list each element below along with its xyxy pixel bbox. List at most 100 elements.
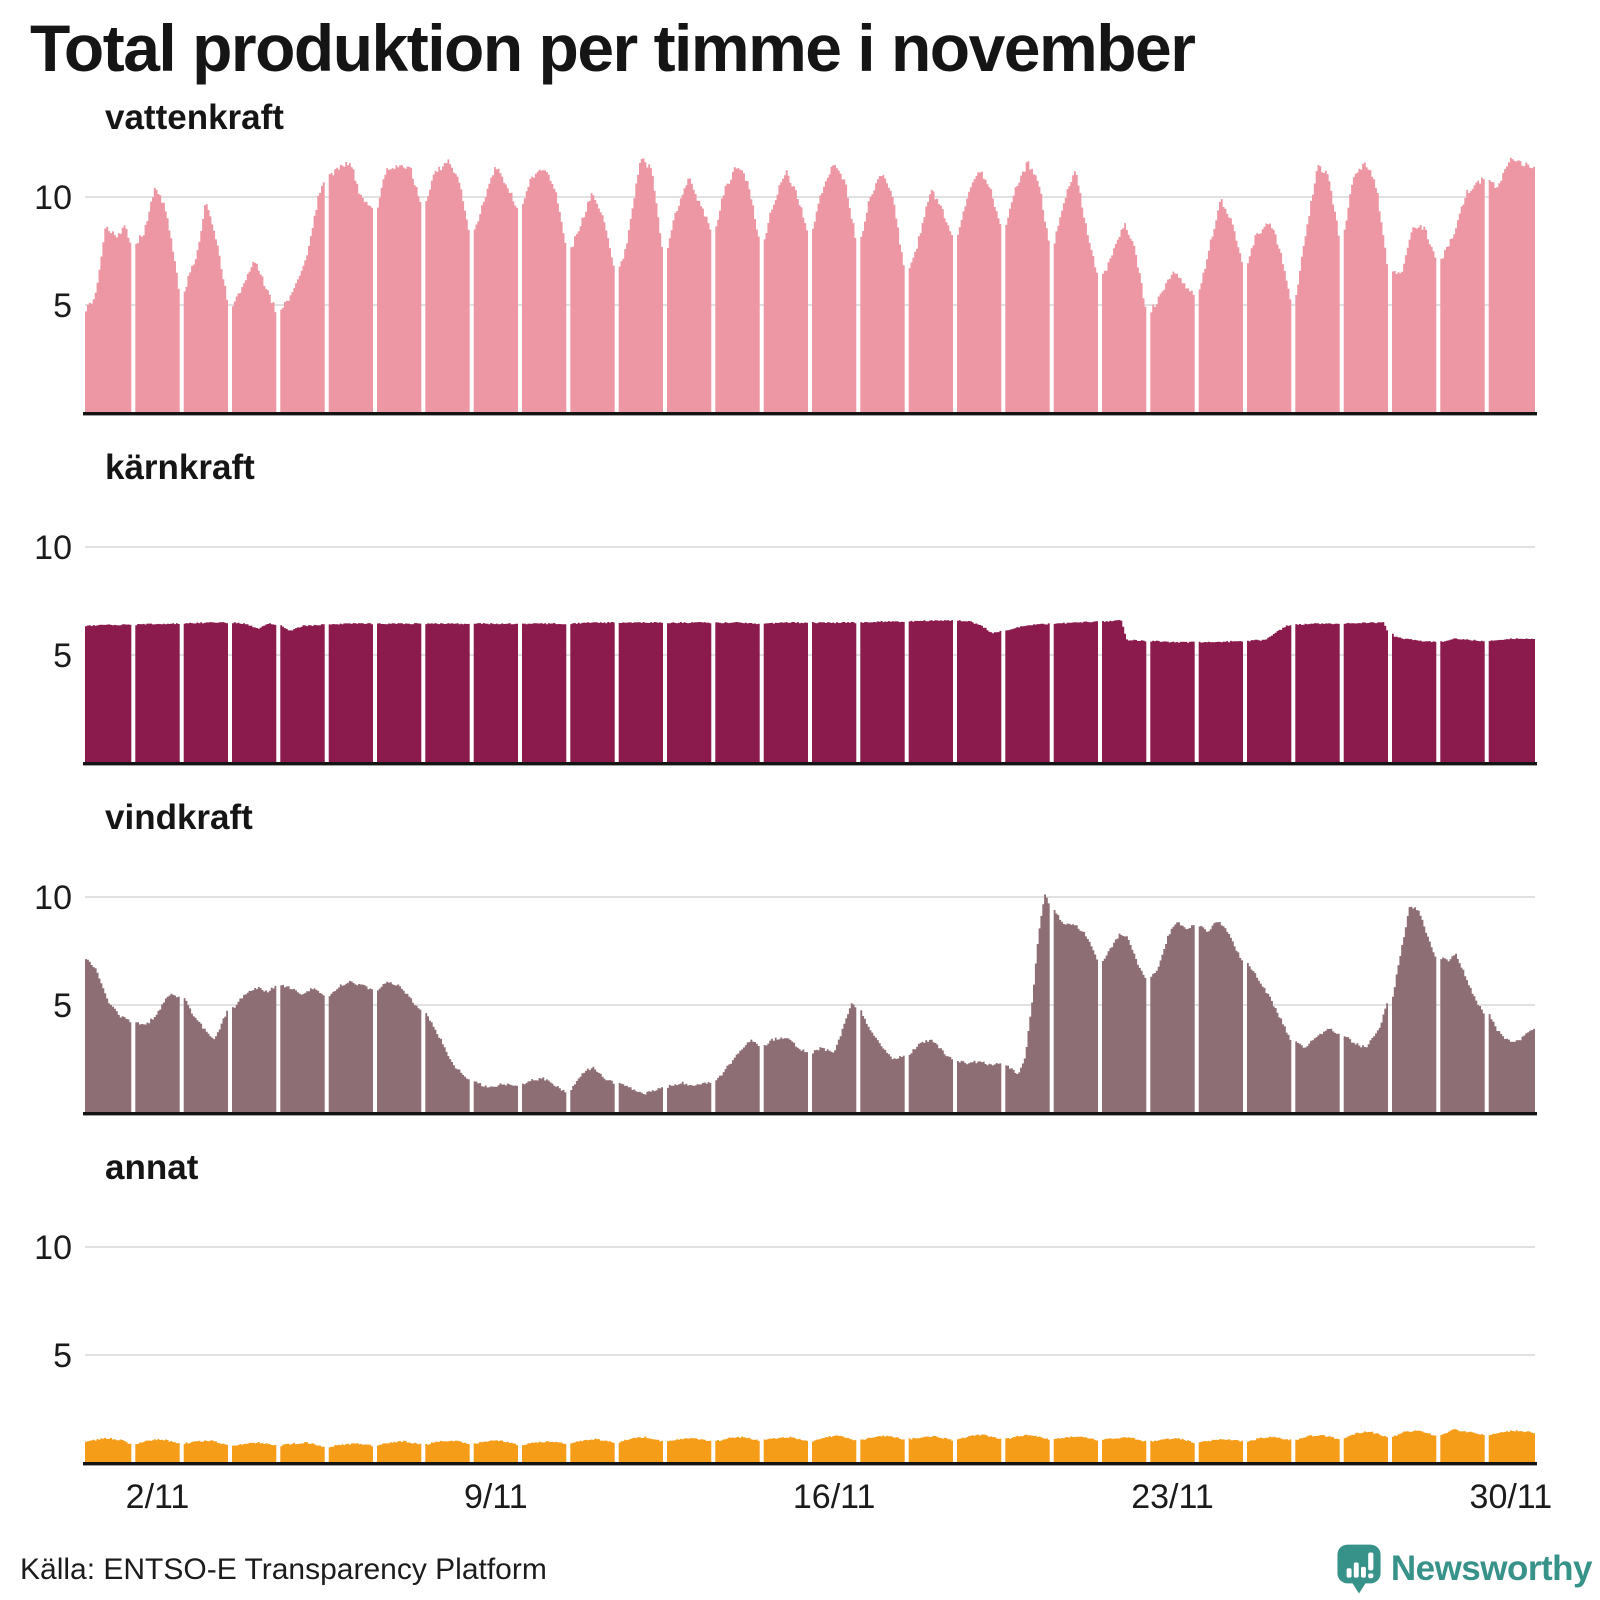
area-day — [1440, 177, 1485, 413]
area-day — [1343, 622, 1388, 763]
source-note: Källa: ENTSO-E Transparency Platform — [20, 1553, 547, 1586]
area-day — [1102, 933, 1147, 1113]
brand-logo: Newsworthy — [1336, 1543, 1593, 1595]
area-day — [570, 1438, 615, 1463]
area-day — [618, 1082, 663, 1113]
area-day — [1053, 171, 1098, 413]
area-day — [812, 1435, 857, 1463]
gridlines: 5 10 — [34, 529, 1535, 675]
area-day — [715, 622, 760, 763]
x-tick-label: 23/11 — [1131, 1478, 1214, 1516]
area-day — [1392, 633, 1437, 763]
area-day — [1102, 620, 1147, 763]
area-day — [135, 623, 180, 763]
area-day — [135, 993, 180, 1113]
panel-karnkraft: kärnkraft 5 10 — [0, 445, 1600, 775]
area-day — [1295, 1028, 1340, 1113]
area-day — [1295, 1435, 1340, 1463]
area-day — [522, 623, 567, 763]
area-day — [473, 167, 518, 413]
area-day — [183, 998, 228, 1113]
x-tick-label: 9/11 — [464, 1478, 528, 1516]
panel-title-annat: annat — [105, 1148, 199, 1187]
gridlines: 5 10 — [34, 879, 1535, 1025]
area-day — [1005, 623, 1050, 763]
y-tick-label: 5 — [53, 637, 72, 675]
area-day — [1150, 1438, 1195, 1463]
y-tick-label: 10 — [34, 529, 72, 567]
area-day — [1247, 625, 1292, 763]
area-day — [570, 1066, 615, 1113]
area-day — [522, 1077, 567, 1113]
area-day — [1343, 162, 1388, 413]
x-axis-baseline — [83, 1112, 1537, 1116]
area-day — [425, 1013, 470, 1113]
gridlines: 5 10 — [34, 1229, 1535, 1375]
x-tick-label: 16/11 — [792, 1478, 876, 1516]
area-day — [908, 1039, 953, 1113]
area-day — [135, 187, 180, 413]
area-day — [1488, 638, 1535, 763]
area-day — [1150, 640, 1195, 763]
area-day — [1198, 1439, 1243, 1463]
panel-title-vattenkraft: vattenkraft — [105, 98, 284, 137]
area-day — [377, 165, 422, 413]
x-tick-label: 30/11 — [1469, 1478, 1553, 1516]
area-day — [1150, 922, 1195, 1113]
area-day — [1102, 1437, 1147, 1463]
area-day — [1440, 1429, 1485, 1463]
area-day — [812, 622, 857, 763]
area-day — [232, 622, 277, 763]
area-day — [232, 985, 277, 1113]
area-day — [1343, 1003, 1388, 1113]
area-day — [425, 623, 470, 763]
karnkraft-area-chart: 5 10 — [34, 529, 1537, 766]
newsworthy-chart-bubble-icon — [1337, 1544, 1381, 1594]
area-day — [1198, 922, 1243, 1113]
area-day — [328, 980, 373, 1113]
area-day — [377, 1440, 422, 1463]
x-axis-labels: 2/11 9/11 16/11 23/11 30/11 — [0, 1478, 1600, 1530]
area-day — [860, 1010, 905, 1113]
area-day — [473, 1081, 518, 1113]
area-day — [1053, 910, 1098, 1113]
area-day — [860, 621, 905, 763]
area-day — [280, 624, 325, 763]
area-day — [1053, 621, 1098, 763]
area-day — [1440, 953, 1485, 1113]
area-day — [957, 620, 1002, 763]
panel-title-karnkraft: kärnkraft — [105, 448, 255, 487]
area-day — [1392, 906, 1437, 1113]
area-day — [618, 158, 663, 413]
area-day — [183, 204, 228, 413]
area-day — [1198, 199, 1243, 413]
area-day — [763, 1436, 808, 1463]
brand-wordmark: Newsworthy — [1390, 1549, 1593, 1588]
area-day — [1005, 1434, 1050, 1463]
area-series-2 — [85, 894, 1535, 1113]
area-day — [377, 623, 422, 763]
area-day — [1392, 1430, 1437, 1463]
area-day — [763, 622, 808, 763]
area-day — [667, 178, 712, 413]
vindkraft-area-chart: 5 10 — [34, 879, 1537, 1116]
area-day — [232, 1442, 277, 1463]
annat-area-chart: 5 10 — [34, 1229, 1537, 1466]
area-day — [1488, 1430, 1535, 1463]
area-day — [280, 182, 325, 413]
area-day — [715, 167, 760, 413]
area-day — [1247, 223, 1292, 413]
area-day — [1102, 223, 1147, 413]
area-day — [715, 1436, 760, 1463]
area-day — [425, 1440, 470, 1463]
chart-title: Total produktion per timme i november — [30, 11, 1196, 85]
area-day — [860, 1435, 905, 1463]
area-day — [85, 624, 132, 763]
area-day — [763, 170, 808, 413]
area-day — [957, 171, 1002, 413]
y-tick-label: 5 — [53, 287, 72, 325]
area-day — [860, 174, 905, 413]
area-day — [1343, 1431, 1388, 1463]
y-tick-label: 5 — [53, 987, 72, 1025]
